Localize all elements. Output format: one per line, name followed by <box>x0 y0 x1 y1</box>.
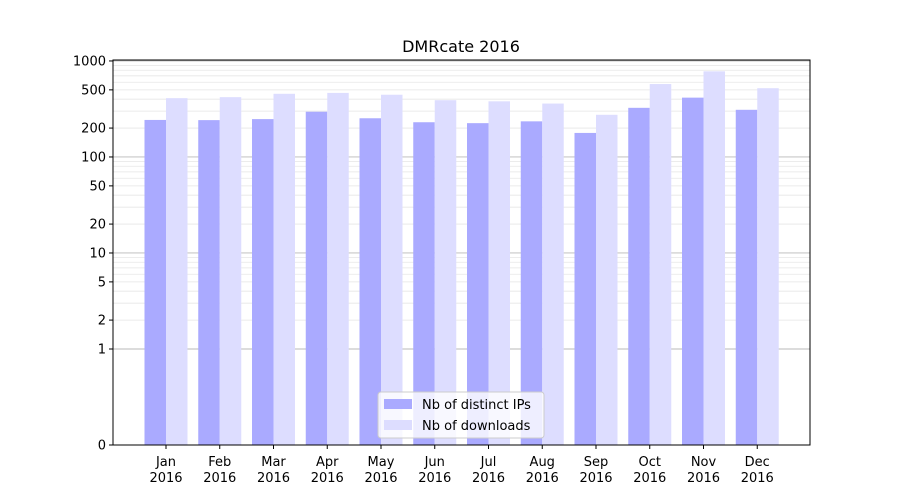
x-tick-label-year: 2016 <box>364 471 397 486</box>
bar-distinct-ips <box>628 107 650 446</box>
bar-downloads <box>596 114 618 445</box>
y-tick-label: 0 <box>98 439 106 454</box>
x-tick-label-month: Feb <box>208 455 231 470</box>
y-tick-label: 100 <box>81 150 106 165</box>
x-tick-label-month: Jan <box>155 455 176 470</box>
bar-downloads <box>219 97 242 445</box>
bar-distinct-ips <box>682 97 704 446</box>
x-tick-label-month: Dec <box>745 455 770 470</box>
x-tick-label-month: Jul <box>480 455 497 470</box>
bar-distinct-ips <box>252 119 274 445</box>
legend-box <box>377 391 545 439</box>
y-tick-label: 1 <box>98 342 106 357</box>
bar-distinct-ips <box>413 122 435 445</box>
legend-label: Nb of downloads <box>422 419 531 434</box>
bar-distinct-ips <box>359 118 381 446</box>
x-tick-label-month: Apr <box>316 455 339 470</box>
y-tick-label: 200 <box>81 122 106 137</box>
legend-swatch <box>384 420 412 430</box>
bar-distinct-ips <box>144 119 166 445</box>
bar-downloads <box>166 98 188 445</box>
x-tick-label-year: 2016 <box>472 471 505 486</box>
x-tick-label-month: Sep <box>584 455 609 470</box>
x-tick-label-year: 2016 <box>311 471 344 486</box>
x-tick-label-year: 2016 <box>418 471 451 486</box>
x-tick-label-month: Nov <box>691 455 717 470</box>
bar-downloads <box>488 101 510 446</box>
x-tick-label-year: 2016 <box>687 471 720 486</box>
bar-distinct-ips <box>198 120 220 446</box>
x-tick-label-month: Aug <box>530 455 555 470</box>
x-tick-label-year: 2016 <box>741 471 774 486</box>
y-tick-label: 5 <box>98 275 106 290</box>
x-tick-label-year: 2016 <box>257 471 290 486</box>
x-tick-label-month: Oct <box>639 455 661 470</box>
bar-downloads <box>703 71 725 445</box>
bar-downloads <box>649 84 672 445</box>
y-tick-label: 2 <box>98 314 106 329</box>
y-tick-label: 1000 <box>73 54 106 69</box>
bar-downloads <box>434 100 457 445</box>
bar-downloads <box>381 94 403 446</box>
bar-distinct-ips <box>520 121 543 445</box>
bar-downloads <box>273 93 295 445</box>
bar-distinct-ips <box>467 123 489 445</box>
legend: Nb of distinct IPs Nb of downloads <box>377 391 545 439</box>
bar-distinct-ips <box>305 111 328 445</box>
bar-downloads <box>757 88 779 445</box>
legend-label: Nb of distinct IPs <box>422 398 531 413</box>
y-tick-label: 500 <box>81 83 106 98</box>
x-tick-label-year: 2016 <box>579 471 612 486</box>
y-tick-label: 20 <box>89 218 106 233</box>
legend-swatch <box>384 399 412 409</box>
bar-distinct-ips <box>735 109 758 446</box>
y-tick-label: 10 <box>89 246 106 261</box>
bars <box>144 71 779 446</box>
x-tick-label-year: 2016 <box>203 471 236 486</box>
x-tick-label-year: 2016 <box>526 471 559 486</box>
x-tick-label-month: Mar <box>261 455 286 470</box>
x-tick-label-month: May <box>368 455 395 470</box>
chart-title: DMRcate 2016 <box>402 37 520 56</box>
x-axis: Jan2016Feb2016Mar2016Apr2016May2016Jun20… <box>149 445 774 486</box>
x-tick-label-month: Jun <box>424 455 445 470</box>
bar-distinct-ips <box>574 132 596 446</box>
x-tick-label-year: 2016 <box>633 471 666 486</box>
y-tick-label: 50 <box>89 179 106 194</box>
y-axis: 0 1 2 5 10 20 50 100 200 500 1000 <box>73 54 113 454</box>
x-tick-label-year: 2016 <box>149 471 182 486</box>
bar-downloads <box>327 92 349 445</box>
bar-downloads <box>542 103 564 446</box>
